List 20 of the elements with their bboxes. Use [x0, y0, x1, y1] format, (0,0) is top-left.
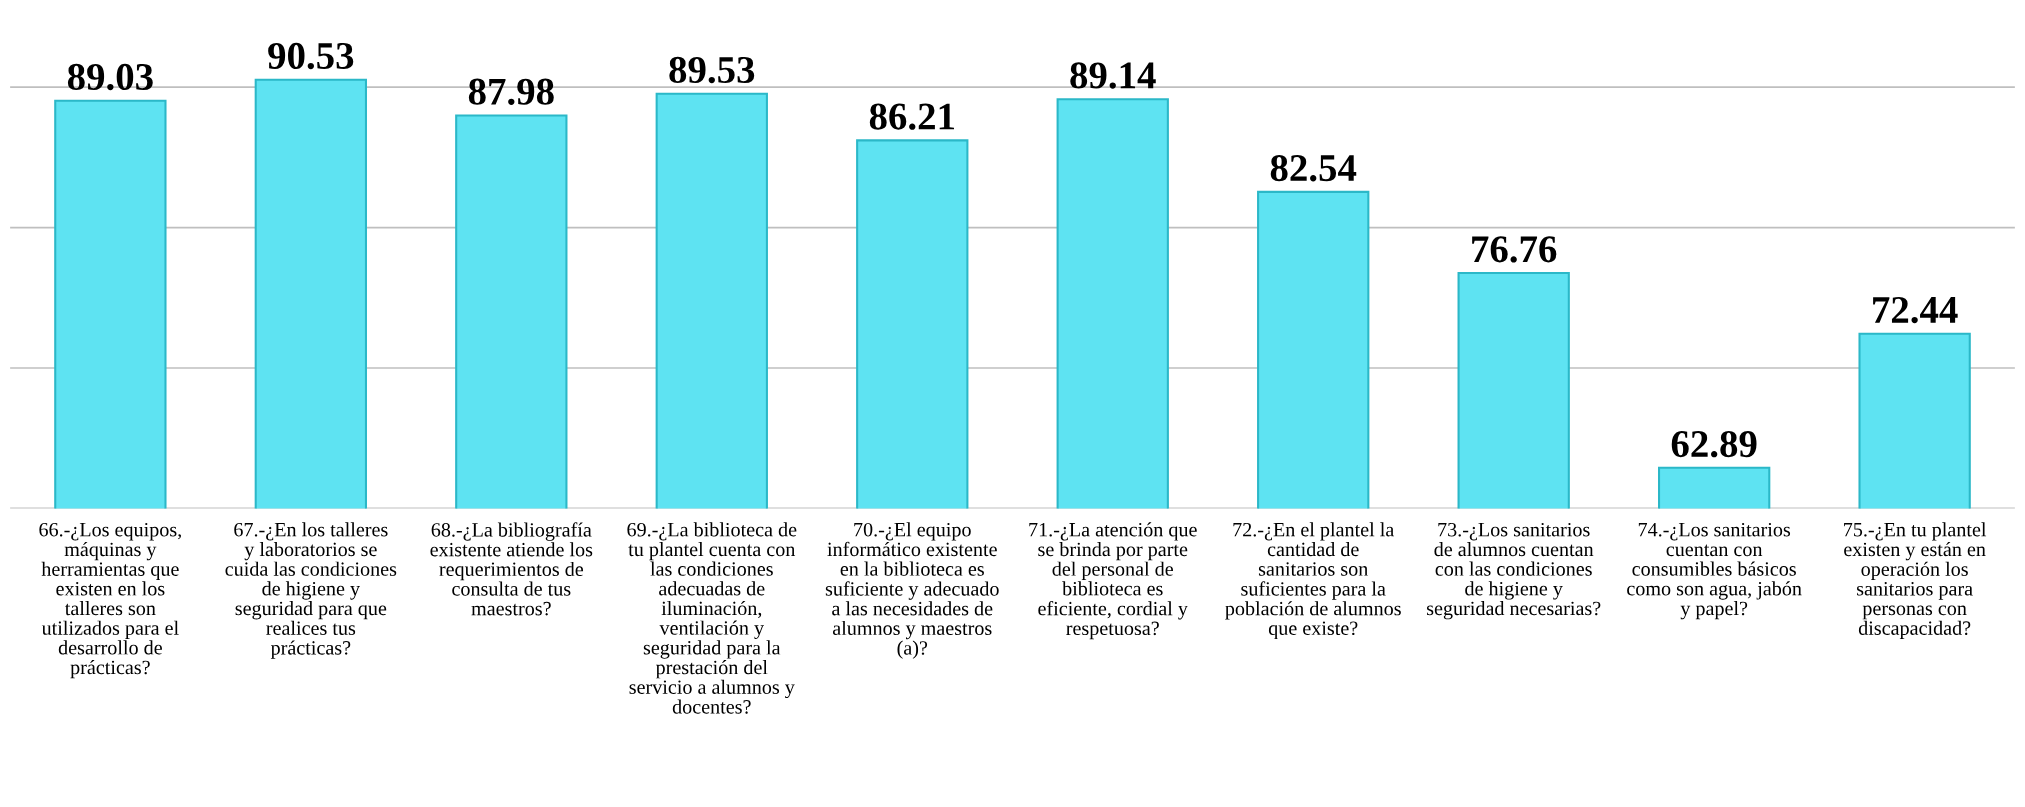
data-label: 89.14 — [1070, 62, 1156, 89]
data-label: 86.21 — [869, 103, 954, 130]
data-label: 87.98 — [468, 78, 554, 105]
data-label: 62.89 — [1671, 430, 1757, 458]
x-tick-label: 66.-¿Los equipos, máquinas y herramientas que existen en los talleres son utilizados para el desarrollo de prácticas? — [39, 522, 181, 679]
x-tick-label: 75.-¿En tu plantel existen y están en operación los sanitarios para personas con discapacidad? — [1844, 522, 1987, 639]
category-label: 69.-¿La biblioteca de tu plantel cuenta con las condiciones adecuadas de iluminación, ventilación y seguridad para la prestación del servicio a alumnos y docentes? — [627, 522, 797, 714]
data-label: 82.54 — [1270, 154, 1357, 182]
data-label: 72.44 — [1873, 296, 1958, 324]
x-tick-label: 67.-¿En los talleres y laboratorios se cuida las condiciones de higiene y seguridad para que realices tus prácticas? — [225, 522, 397, 659]
x-tick-label: 74.-¿Los sanitarios cuentan con consumibles básicos como son agua, jabón y papel? — [1627, 522, 1802, 620]
x-tick-label: 68.-¿La bibliografía existente atiende los requerimientos de consulta de tus maestros? — [430, 522, 593, 616]
data-label: 89.03 — [67, 63, 153, 91]
x-tick-label: 72.-¿En el plantel la cantidad de sanitarios son suficientes para la población de alumnos que existe? — [1225, 522, 1401, 640]
data-label: 76.76 — [1472, 236, 1557, 263]
data-label: 89.53 — [669, 56, 755, 84]
x-tick-label: 73.-¿Los sanitarios de alumnos cuentan con las condiciones de higiene y seguridad necesarias? — [1427, 522, 1601, 620]
x-tick-label: 71.-¿La atención que se brinda por parte del personal de biblioteca es eficiente, cordial y respetuosa? — [1029, 522, 1197, 640]
x-tick-label: 70.-¿El equipo informático existente en la biblioteca es suficiente y adecuado a las necesidades de alumnos y maestros (a)? — [825, 522, 999, 659]
data-label: 90.53 — [268, 42, 354, 70]
